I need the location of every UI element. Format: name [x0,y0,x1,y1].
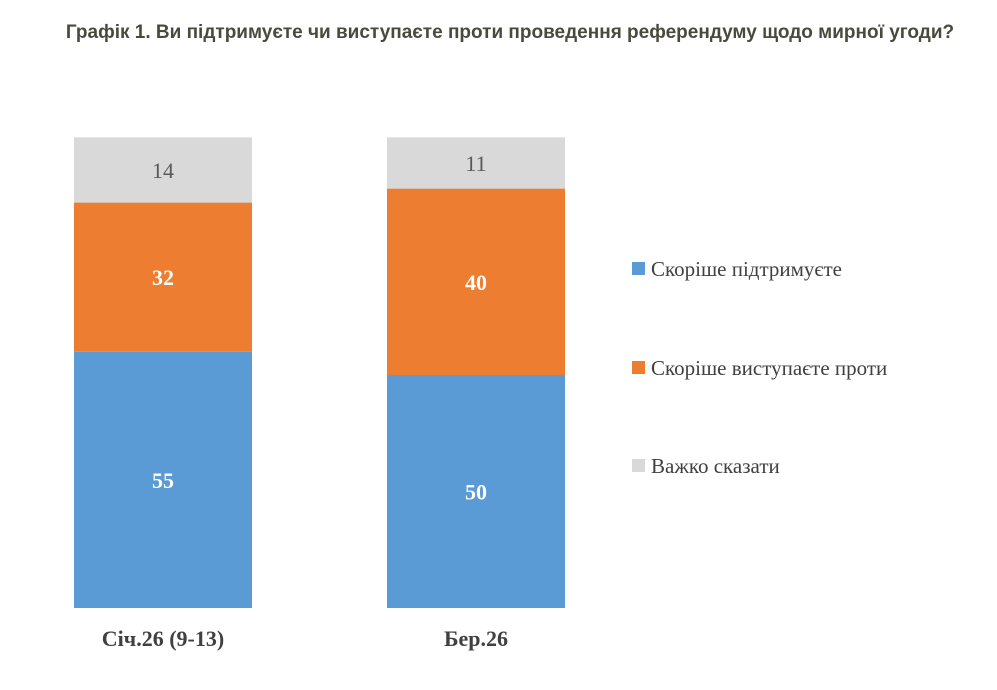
category-label: Січ.26 (9-13) [102,626,224,651]
legend-label: Важко сказати [651,454,780,478]
data-label: 32 [152,265,174,290]
category-label: Бер.26 [444,626,508,651]
legend-swatch [632,262,645,275]
bar-segment [387,137,565,189]
bar-segment [387,188,565,375]
legend-label: Скоріше підтримуєте [651,257,842,281]
bar-segment [387,375,565,608]
data-label: 11 [465,151,486,176]
legend-swatch [632,361,645,374]
data-label: 14 [152,158,174,183]
data-label: 55 [152,468,174,493]
chart-title: Графік 1. Ви підтримуєте чи виступаєте п… [65,22,955,43]
legend-swatch [632,459,645,472]
bar-segment [74,351,252,608]
bar-segment [74,202,252,352]
data-label: 50 [465,480,487,505]
legend-label: Скоріше виступаєте проти [651,356,887,380]
data-label: 40 [465,270,487,295]
bar-segment [74,137,252,203]
